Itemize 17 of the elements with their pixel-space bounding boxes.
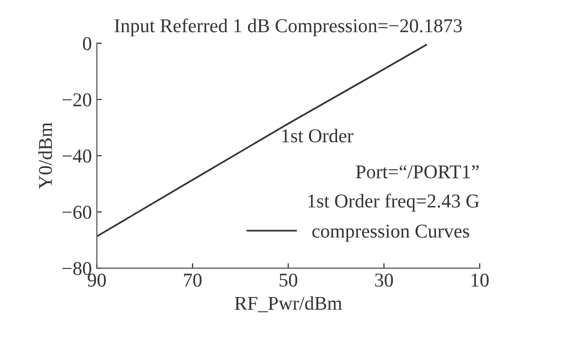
x-tick-label: 30 bbox=[375, 274, 393, 287]
y-tick-label: −20 bbox=[62, 93, 92, 106]
y-axis-title: Y0/dBm bbox=[38, 122, 52, 189]
y-tick-label: −60 bbox=[62, 206, 92, 219]
x-tick-label: 10 bbox=[472, 274, 489, 287]
x-tick-label: 90 bbox=[88, 274, 106, 287]
y-tick-label: −40 bbox=[62, 150, 92, 163]
annotation: 1st Order freq=2.43 G bbox=[308, 194, 480, 212]
x-axis-title: RF_Pwr/dBm bbox=[234, 296, 342, 312]
annotation: 1st Order bbox=[282, 128, 354, 142]
x-tick-label: 50 bbox=[280, 274, 298, 287]
legend-label: compression Curves bbox=[312, 224, 470, 242]
y-tick-label: −80 bbox=[62, 262, 92, 276]
chart-title: Input Referred 1 dB Compression=−20.1873 bbox=[114, 18, 462, 36]
annotation: Port=“/PORT1” bbox=[356, 165, 479, 178]
y-tick-label: 0 bbox=[82, 37, 92, 50]
x-tick-label: 70 bbox=[184, 274, 202, 287]
